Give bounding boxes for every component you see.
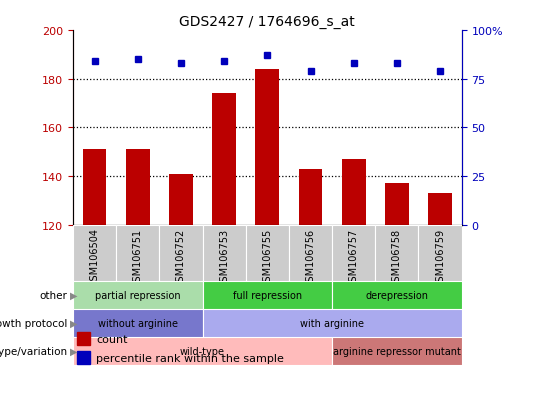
Text: ▶: ▶ xyxy=(70,318,78,328)
Bar xyxy=(375,225,418,281)
Bar xyxy=(159,225,202,281)
Bar xyxy=(77,332,90,346)
Text: percentile rank within the sample: percentile rank within the sample xyxy=(96,353,284,363)
Text: derepression: derepression xyxy=(366,290,428,300)
Text: GSM106752: GSM106752 xyxy=(176,228,186,287)
Text: full repression: full repression xyxy=(233,290,302,300)
Bar xyxy=(255,70,279,225)
Bar xyxy=(116,225,159,281)
Text: GSM106753: GSM106753 xyxy=(219,228,229,287)
Title: GDS2427 / 1764696_s_at: GDS2427 / 1764696_s_at xyxy=(179,14,355,28)
Text: GSM106751: GSM106751 xyxy=(133,228,143,287)
Bar xyxy=(126,150,150,225)
Text: GSM106758: GSM106758 xyxy=(392,228,402,287)
Bar xyxy=(428,194,452,225)
Text: GSM106757: GSM106757 xyxy=(349,228,359,287)
Bar xyxy=(73,337,332,365)
Bar xyxy=(169,174,193,225)
Bar xyxy=(212,94,236,225)
Bar xyxy=(289,225,332,281)
Bar xyxy=(246,225,289,281)
Bar xyxy=(332,281,462,309)
Bar xyxy=(73,225,116,281)
Text: ▶: ▶ xyxy=(70,290,78,300)
Bar xyxy=(202,225,246,281)
Text: wild-type: wild-type xyxy=(180,346,225,356)
Text: count: count xyxy=(96,334,128,344)
Text: GSM106756: GSM106756 xyxy=(306,228,315,287)
Text: other: other xyxy=(39,290,68,300)
Text: GSM106755: GSM106755 xyxy=(262,228,272,287)
Bar xyxy=(73,309,202,337)
Text: growth protocol: growth protocol xyxy=(0,318,68,328)
Text: ▶: ▶ xyxy=(70,346,78,356)
Text: partial repression: partial repression xyxy=(95,290,180,300)
Text: GSM106759: GSM106759 xyxy=(435,228,445,287)
Bar xyxy=(342,159,366,225)
Bar xyxy=(202,309,462,337)
Bar xyxy=(299,169,322,225)
Text: GSM106504: GSM106504 xyxy=(90,228,99,287)
Text: with arginine: with arginine xyxy=(300,318,364,328)
Bar xyxy=(385,184,409,225)
Text: without arginine: without arginine xyxy=(98,318,178,328)
Bar xyxy=(83,150,106,225)
Bar xyxy=(332,225,375,281)
Bar xyxy=(202,281,332,309)
Bar xyxy=(332,337,462,365)
Bar xyxy=(418,225,462,281)
Text: genotype/variation: genotype/variation xyxy=(0,346,68,356)
Text: arginine repressor mutant: arginine repressor mutant xyxy=(333,346,461,356)
Bar xyxy=(73,281,202,309)
Bar xyxy=(77,351,90,364)
